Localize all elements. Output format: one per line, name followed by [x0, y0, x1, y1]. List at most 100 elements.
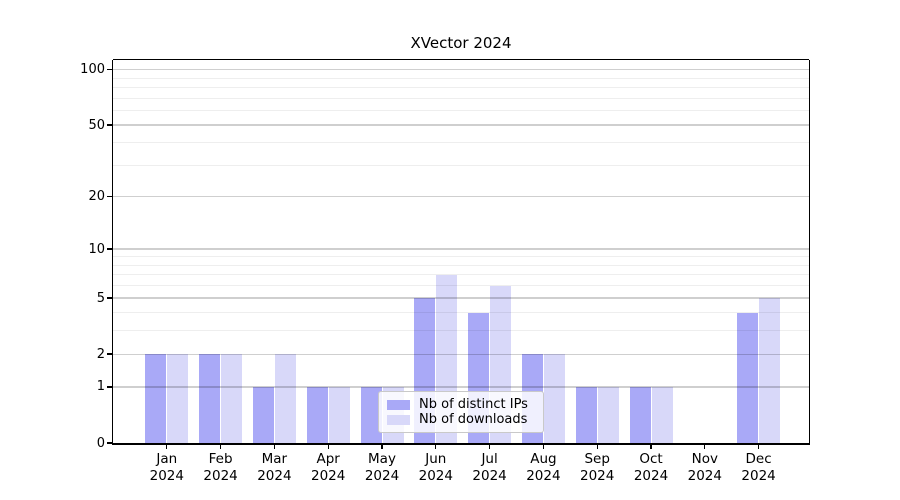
x-axis-tick	[650, 443, 652, 449]
x-axis-tick	[273, 443, 276, 449]
x-tick-label: Jul 2024	[460, 451, 520, 485]
gridline-minor	[113, 256, 809, 258]
x-axis-tick	[704, 443, 706, 449]
x-tick-label: Aug 2024	[513, 451, 573, 485]
y-axis-tick	[107, 386, 113, 388]
legend-row-distinct-ips: Nb of distinct IPs	[387, 397, 535, 412]
x-tick-month: Oct	[639, 451, 663, 467]
chart-title: XVector 2024	[410, 34, 512, 52]
x-tick-year: 2024	[418, 468, 453, 484]
bar-distinct-ips	[306, 386, 328, 443]
x-tick-month: Feb	[208, 451, 233, 467]
legend-swatch-distinct-ips	[387, 399, 410, 410]
x-axis-tick	[757, 443, 760, 449]
bar-distinct-ips	[575, 386, 597, 443]
x-tick-month: Mar	[261, 451, 288, 467]
y-tick-label: 100	[80, 62, 105, 78]
x-tick-label: Feb 2024	[191, 451, 251, 485]
bar-distinct-ips	[199, 354, 221, 443]
bar-distinct-ips	[737, 312, 759, 443]
x-tick-month: Sep	[584, 451, 610, 467]
legend-label-distinct-ips: Nb of distinct IPs	[419, 397, 528, 412]
y-tick-label: 2	[96, 346, 105, 362]
gridline-major	[113, 124, 809, 126]
x-tick-year: 2024	[741, 468, 776, 484]
x-axis-tick	[435, 443, 437, 449]
bar-distinct-ips	[252, 386, 274, 443]
bar-downloads	[651, 386, 673, 443]
x-tick-label: Nov 2024	[675, 451, 735, 485]
x-axis-tick	[542, 443, 545, 449]
x-tick-month: Jun	[425, 451, 447, 467]
gridline-minor	[113, 285, 809, 287]
y-axis-tick	[107, 248, 113, 250]
bar-downloads	[597, 386, 619, 443]
gridline-major	[113, 297, 809, 299]
x-tick-month: Jul	[481, 451, 498, 467]
x-axis-tick	[488, 443, 491, 449]
x-tick-year: 2024	[311, 468, 346, 484]
bar-downloads	[274, 354, 296, 443]
x-tick-label: Oct 2024	[621, 451, 681, 485]
axis-left-border	[111, 60, 113, 443]
x-tick-month: May	[368, 451, 396, 467]
legend-row-downloads: Nb of downloads	[387, 412, 535, 427]
y-axis-tick	[107, 69, 113, 71]
legend-swatch-downloads	[387, 414, 410, 425]
gridline-major	[113, 248, 809, 250]
bar-downloads	[221, 354, 243, 443]
bar-distinct-ips	[145, 354, 167, 443]
x-tick-year: 2024	[203, 468, 238, 484]
gridline-minor	[113, 77, 809, 79]
y-tick-label: 50	[88, 117, 105, 133]
gridline-major	[113, 69, 809, 71]
y-axis-tick	[107, 297, 113, 299]
x-tick-year: 2024	[687, 468, 722, 484]
bar-downloads	[759, 298, 781, 443]
legend-label-downloads: Nb of downloads	[419, 412, 528, 427]
x-axis-tick	[596, 443, 598, 449]
x-axis-tick	[219, 443, 222, 449]
gridline-minor	[113, 274, 809, 276]
y-tick-label: 1	[96, 379, 105, 395]
x-axis-tick	[166, 443, 168, 449]
x-tick-label: Jun 2024	[406, 451, 466, 485]
bar-downloads	[543, 354, 565, 443]
x-tick-month: Dec	[745, 451, 772, 467]
gridline-minor	[113, 142, 809, 144]
x-tick-year: 2024	[257, 468, 292, 484]
gridline-minor	[113, 312, 809, 314]
y-axis-tick	[107, 353, 113, 355]
gridline-major	[113, 196, 809, 198]
gridline-minor	[113, 164, 809, 166]
y-axis-tick	[107, 196, 113, 198]
y-tick-label: 20	[88, 189, 105, 205]
plot-area: Nb of distinct IPs Nb of downloads 0 1 2 5 1…	[80, 59, 811, 484]
gridline-minor	[113, 330, 809, 332]
y-axis-tick	[107, 124, 113, 126]
x-tick-label: Sep 2024	[567, 451, 627, 485]
gridline-minor	[113, 264, 809, 266]
y-axis-tick	[107, 442, 113, 444]
x-tick-label: Jan 2024	[137, 451, 197, 485]
legend: Nb of distinct IPs Nb of downloads	[378, 391, 544, 433]
x-axis-tick	[381, 443, 383, 449]
bar-downloads	[328, 386, 350, 443]
x-tick-month: Aug	[530, 451, 557, 467]
bar-distinct-ips	[629, 386, 651, 443]
gridline-major	[113, 353, 809, 355]
y-tick-label: 10	[88, 241, 105, 257]
x-tick-label: Dec 2024	[729, 451, 789, 485]
x-tick-year: 2024	[149, 468, 184, 484]
bar-distinct-ips	[360, 386, 382, 443]
y-tick-label: 5	[96, 290, 105, 306]
x-tick-label: Mar 2024	[244, 451, 304, 485]
x-tick-year: 2024	[472, 468, 507, 484]
x-tick-year: 2024	[364, 468, 400, 484]
x-tick-label: May 2024	[352, 451, 412, 485]
gridline-minor	[113, 110, 809, 112]
x-axis-tick	[327, 443, 329, 449]
bar-downloads	[167, 354, 189, 443]
gridline-minor	[113, 87, 809, 89]
